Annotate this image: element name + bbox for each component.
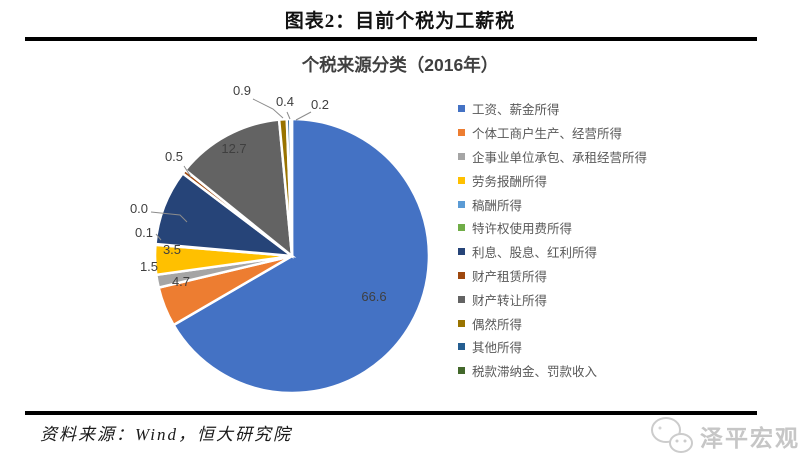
top-divider <box>25 37 757 41</box>
legend-swatch-1 <box>458 129 465 137</box>
legend-label-6: 利息、股息、红利所得 <box>472 246 598 261</box>
leader-line-9 <box>252 98 284 119</box>
data-label-2: 1.5 <box>140 259 158 274</box>
legend-item-2: 企事业单位承包、承租经营所得 <box>458 145 647 169</box>
legend-item-6: 利息、股息、红利所得 <box>458 240 647 264</box>
legend-swatch-8 <box>458 295 465 303</box>
legend-item-8: 财产转让所得 <box>458 287 647 311</box>
leader-line-4 <box>155 233 162 241</box>
leader-line-11 <box>295 111 312 121</box>
leader-line-5 <box>150 211 188 223</box>
legend-swatch-0 <box>458 105 465 113</box>
watermark-text: 泽平宏观 <box>700 425 800 451</box>
legend-label-1: 个体工商户生产、经营所得 <box>472 127 623 142</box>
bottom-divider <box>25 411 757 415</box>
legend-item-0: 工资、薪金所得 <box>458 97 647 121</box>
pie-slice-8 <box>183 118 294 259</box>
legend-label-2: 企事业单位承包、承租经营所得 <box>472 150 648 165</box>
legend-swatch-11 <box>458 367 465 375</box>
data-label-7: 0.5 <box>165 149 183 164</box>
pie-slice-11 <box>289 117 294 257</box>
legend-label-5: 特许权使用费所得 <box>472 222 573 237</box>
chart-legend: 工资、薪金所得个体工商户生产、经营所得企事业单位承包、承租经营所得 劳务报酬所得稿… <box>458 97 647 383</box>
legend-swatch-3 <box>458 176 465 184</box>
data-label-3: 3.5 <box>163 242 181 257</box>
legend-item-9: 偶然所得 <box>458 311 647 335</box>
legend-swatch-6 <box>458 248 465 256</box>
legend-label-4: 稿酬所得 <box>472 198 523 213</box>
report-title: 图表2：目前个税为工薪税 <box>284 11 516 32</box>
data-label-10: 0.4 <box>276 94 294 109</box>
legend-label-7: 财产租赁所得 <box>472 269 548 284</box>
data-label-5: 0.0 <box>130 201 148 216</box>
source-note: 资料来源：Wind，恒大研究院 <box>40 425 292 444</box>
legend-label-0: 工资、薪金所得 <box>472 103 560 118</box>
legend-item-11: 税款滞纳金、罚款收入 <box>458 359 647 383</box>
legend-item-3: 劳务报酬所得 <box>458 168 647 192</box>
legend-label-9: 偶然所得 <box>472 317 523 332</box>
watermark: 泽平宏观 <box>646 415 800 457</box>
legend-label-11: 税款滞纳金、罚款收入 <box>472 365 598 380</box>
legend-item-7: 财产租赁所得 <box>458 264 647 288</box>
legend-item-1: 个体工商户生产、经营所得 <box>458 121 647 145</box>
legend-item-5: 特许权使用费所得 <box>458 216 647 240</box>
data-label-4: 0.1 <box>135 225 153 240</box>
legend-item-4: 稿酬所得 <box>458 192 647 216</box>
legend-swatch-10 <box>458 343 465 351</box>
watermark-icon <box>651 417 693 453</box>
legend-label-3: 劳务报酬所得 <box>472 174 548 189</box>
legend-swatch-5 <box>458 224 465 232</box>
legend-item-10: 其他所得 <box>458 335 647 359</box>
data-label-0: 66.6 <box>361 289 386 304</box>
chart-title: 个税来源分类（2016年） <box>301 55 499 75</box>
legend-swatch-2 <box>458 152 465 160</box>
legend-swatch-4 <box>458 200 465 208</box>
leader-line-7 <box>183 165 192 178</box>
data-label-8: 12.7 <box>221 141 246 156</box>
legend-swatch-9 <box>458 319 465 327</box>
legend-swatch-7 <box>458 271 465 279</box>
data-label-11: 0.2 <box>311 97 329 112</box>
data-label-9: 0.9 <box>233 83 251 98</box>
leader-line-10 <box>286 111 291 120</box>
pie-slice-0 <box>171 117 431 395</box>
legend-label-10: 其他所得 <box>472 341 523 356</box>
legend-label-8: 财产转让所得 <box>472 293 548 308</box>
data-label-1: 4.7 <box>172 274 190 289</box>
